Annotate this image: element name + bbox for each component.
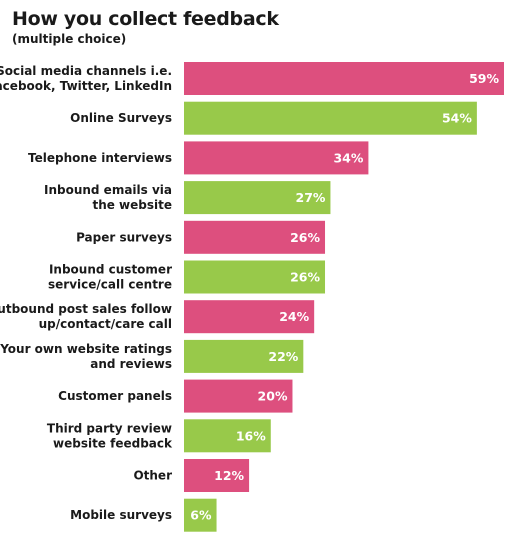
- value-label-4: 26%: [290, 230, 320, 245]
- value-label-7: 22%: [268, 349, 298, 364]
- bar-0: [184, 62, 504, 95]
- bar-3: [184, 181, 331, 215]
- category-label-line: Telephone interviews: [28, 151, 172, 165]
- category-label-line: Social media channels i.e.: [0, 64, 172, 78]
- bar-7: [184, 339, 304, 373]
- category-label-line: Other: [133, 469, 172, 483]
- value-label-2: 34%: [333, 150, 363, 165]
- category-label-11: Mobile surveys: [70, 508, 172, 522]
- category-label-line: Inbound customer: [49, 263, 172, 277]
- category-label-line: Outbound post sales follow: [0, 302, 172, 316]
- category-label-line: Paper surveys: [76, 230, 172, 244]
- category-label-8: Customer panels: [58, 389, 172, 403]
- category-label-0: Social media channels i.e. Facebook, Twit…: [0, 64, 172, 93]
- bar-10: [184, 459, 250, 492]
- value-label-8: 20%: [258, 389, 288, 404]
- value-label-3: 27%: [296, 190, 326, 205]
- value-label-5: 26%: [290, 270, 320, 285]
- category-label-9: Third party review website feedback: [47, 421, 173, 450]
- category-label-5: Inbound customer service/call centre: [48, 263, 172, 292]
- value-label-11: 6%: [190, 508, 212, 523]
- value-label-6: 24%: [279, 309, 309, 324]
- category-label-line: Customer panels: [58, 389, 172, 403]
- category-label-10: Other: [133, 469, 172, 483]
- category-label-2: Telephone interviews: [28, 151, 172, 165]
- category-label-1: Online Surveys: [70, 111, 172, 125]
- category-label-3: Inbound emails via the website: [44, 183, 172, 212]
- category-label-line: the website: [92, 198, 172, 212]
- chart-title: How you collect feedback: [12, 8, 279, 30]
- value-label-0: 59%: [469, 71, 499, 86]
- category-label-line: up/contact/care call: [39, 317, 172, 331]
- category-label-7: Your own website ratings and reviews: [0, 342, 172, 371]
- category-label-line: Facebook, Twitter, LinkedIn: [0, 79, 172, 93]
- category-label-line: service/call centre: [48, 278, 172, 292]
- bar-5: [184, 260, 326, 294]
- bar-6: [184, 300, 315, 334]
- bar-11: [184, 498, 217, 532]
- value-label-9: 16%: [236, 428, 266, 443]
- category-label-line: website feedback: [53, 436, 173, 450]
- bar-2: [184, 141, 369, 175]
- value-label-1: 54%: [442, 111, 472, 126]
- bar-4: [184, 220, 326, 254]
- category-label-line: Your own website ratings: [0, 342, 172, 356]
- category-label-6: Outbound post sales follow up/contact/car…: [0, 302, 172, 331]
- category-label-line: Inbound emails via: [44, 183, 172, 197]
- category-label-line: Online Surveys: [70, 111, 172, 125]
- bar-8: [184, 379, 293, 413]
- category-label-4: Paper surveys: [76, 230, 172, 244]
- value-label-10: 12%: [214, 468, 244, 483]
- category-label-line: Mobile surveys: [70, 508, 172, 522]
- bar-1: [184, 101, 477, 135]
- chart-subtitle: (multiple choice): [12, 32, 127, 46]
- category-label-line: Third party review: [47, 421, 172, 435]
- category-label-line: and reviews: [90, 357, 172, 371]
- bar-9: [184, 419, 271, 453]
